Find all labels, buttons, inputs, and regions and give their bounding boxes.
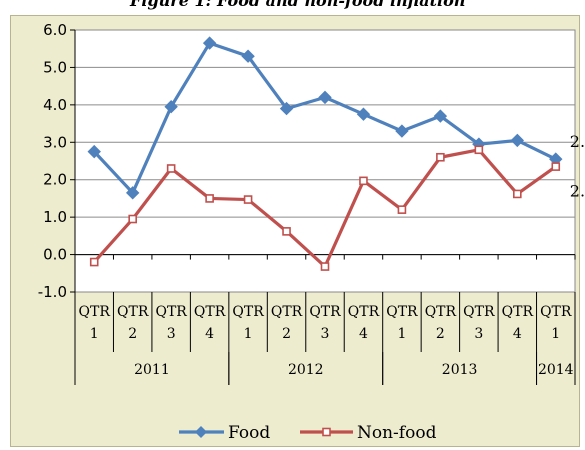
food-point <box>279 101 294 116</box>
non-food-point <box>166 164 176 173</box>
x-category-label: QTR <box>540 304 572 320</box>
food-end-label: 2.5 <box>570 132 585 151</box>
food-point <box>318 90 332 105</box>
legend-nonfood-marker <box>322 427 331 437</box>
legend-food-marker <box>195 426 207 438</box>
y-tick-label: 6.0 <box>43 21 67 39</box>
x-category-label: QTR <box>309 304 341 320</box>
food-point <box>241 49 255 63</box>
food-point <box>202 36 217 50</box>
x-category-label: QTR <box>463 304 495 320</box>
x-category-number: 1 <box>397 326 406 342</box>
x-category-number: 4 <box>513 326 522 342</box>
legend: Food Non-food <box>179 423 437 443</box>
x-category-number: 1 <box>244 326 253 342</box>
x-category-label: QTR <box>232 304 264 320</box>
series-lines <box>87 36 563 271</box>
non-food-point <box>89 257 99 267</box>
food-point <box>87 144 101 159</box>
non-food-point <box>551 162 561 171</box>
x-category-number: 2 <box>282 326 291 342</box>
plot-area <box>74 29 576 293</box>
y-tick-label: 5.0 <box>43 58 67 76</box>
end-labels: 2.5 2.3 <box>570 132 585 200</box>
non-food-end-label: 2.3 <box>570 182 585 201</box>
x-category-label: QTR <box>194 304 226 320</box>
non-food-point <box>474 145 484 155</box>
non-food-point <box>243 195 253 204</box>
x-category-label: QTR <box>155 304 187 320</box>
title-strip: Figure 1: Food and non-food inflation <box>0 0 585 16</box>
x-category-label: QTR <box>425 304 457 320</box>
x-category-label: QTR <box>348 304 380 320</box>
x-group-label: 2013 <box>442 362 478 378</box>
x-group-label: 2012 <box>288 362 324 378</box>
non-food-point <box>282 227 291 236</box>
y-tick-label: 2.0 <box>43 171 67 189</box>
x-category-number: 2 <box>128 326 137 342</box>
x-category-number: 3 <box>167 326 176 342</box>
x-category-label: QTR <box>117 304 149 320</box>
x-group-label: 2014 <box>538 362 574 378</box>
food-point <box>510 133 525 148</box>
x-category-number: 3 <box>474 326 483 342</box>
non-food-point <box>320 262 330 271</box>
y-axis-ticks: 6.0 5.0 4.0 3.0 2.0 1.0 0.0 -1.0 <box>38 21 576 385</box>
x-category-number: 1 <box>551 326 560 342</box>
x-category-label: QTR <box>386 304 418 320</box>
non-food-point <box>359 176 368 186</box>
x-category-number: 4 <box>359 326 368 342</box>
x-category-number: 4 <box>205 326 214 342</box>
y-tick-label: -1.0 <box>38 283 67 301</box>
food-point <box>395 124 409 138</box>
y-tick-label: 3.0 <box>43 133 67 151</box>
y-tick-label: 4.0 <box>43 96 67 114</box>
non-food-point <box>128 214 137 224</box>
non-food-point <box>205 194 214 203</box>
x-category-number: 3 <box>321 326 330 342</box>
y-tick-label: 1.0 <box>43 208 67 226</box>
y-tick-label: 0.0 <box>43 246 67 264</box>
food-point <box>164 100 178 114</box>
x-category-number: 1 <box>90 326 99 342</box>
food-point <box>356 107 371 121</box>
legend-nonfood-label: Non-food <box>357 423 437 443</box>
x-category-number: 2 <box>436 326 445 342</box>
x-category-label: QTR <box>79 304 111 320</box>
chart-title: Figure 1: Food and non-food inflation <box>130 0 466 10</box>
non-food-point <box>513 189 522 199</box>
food-point <box>125 186 140 200</box>
food-point <box>433 109 448 123</box>
legend-food-label: Food <box>228 423 270 443</box>
non-food-point <box>436 152 445 162</box>
non-food-point <box>397 205 407 214</box>
x-group-label: 2011 <box>134 362 170 378</box>
x-category-label: QTR <box>502 304 534 320</box>
x-category-label: QTR <box>271 304 303 320</box>
x-axis-categories: QTR 1 QTR 2 QTR 3 QTR 4 QTR 1 QTR 2 QTR 3 QTR 4 QTR 1 QTR 2… <box>74 292 576 385</box>
